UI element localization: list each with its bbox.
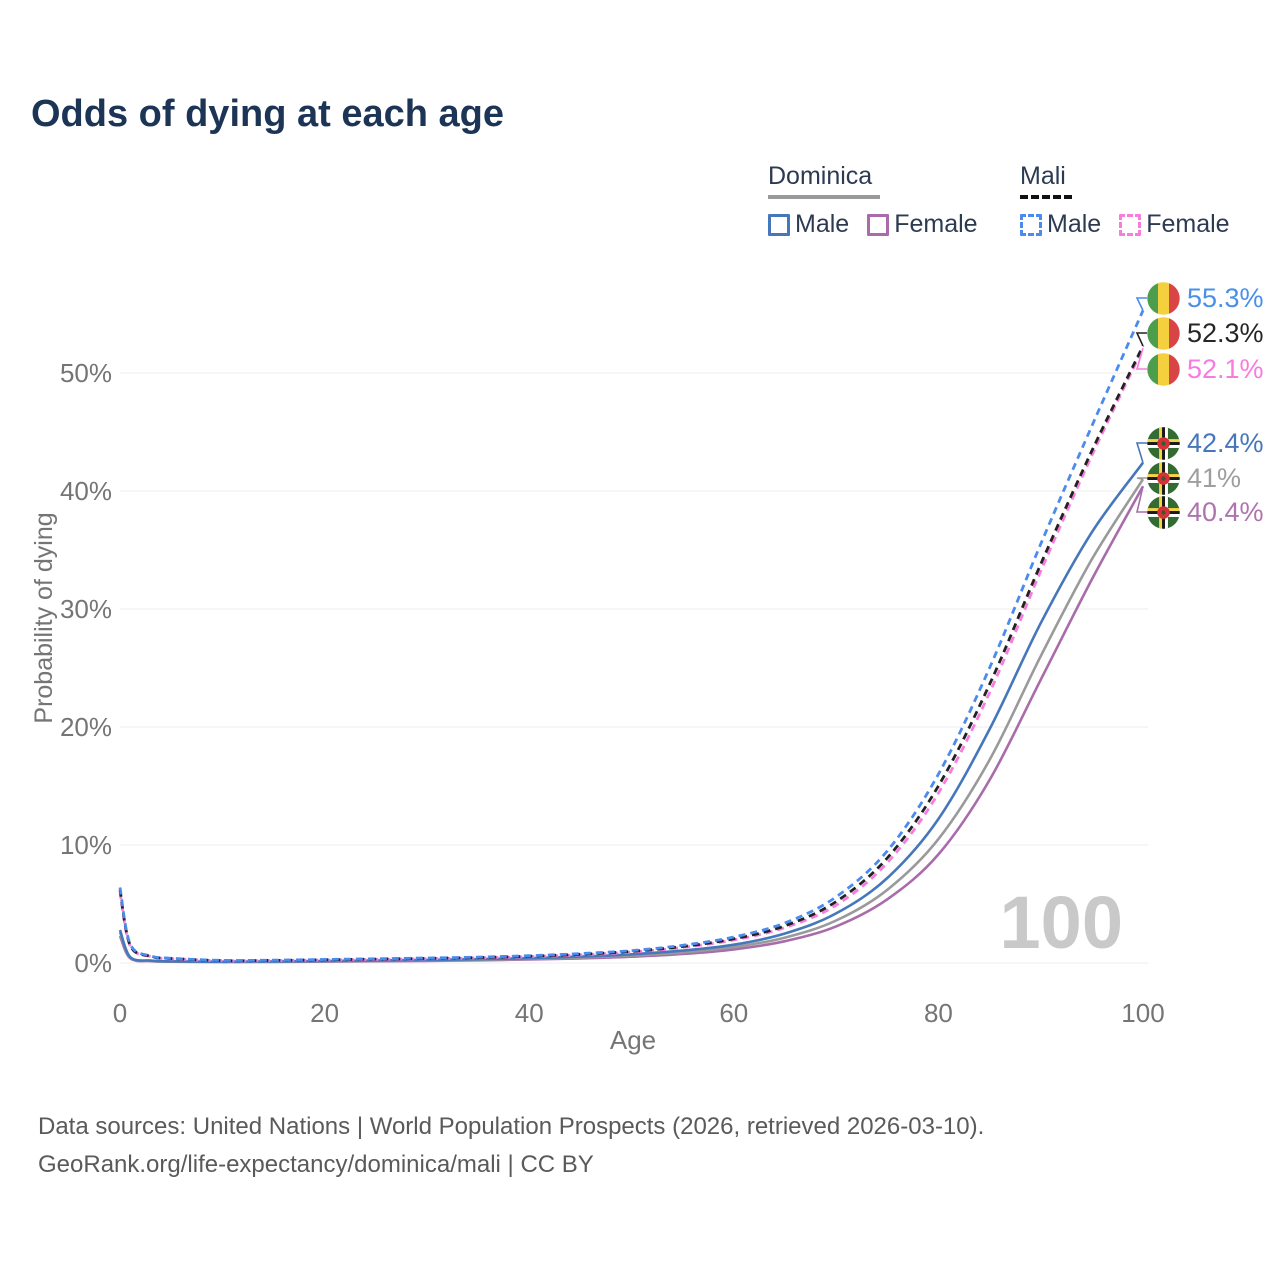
connector-mali-female	[1135, 347, 1147, 370]
connector-dominica	[1136, 477, 1147, 480]
x-axis-title: Age	[610, 1025, 656, 1055]
legend-group-mali[interactable]: Mali Male Female	[1020, 162, 1230, 239]
footer-note: Data sources: United Nations | World Pop…	[38, 1108, 984, 1184]
end-label-value: 41%	[1187, 462, 1242, 493]
end-label-value: 40.4%	[1187, 496, 1264, 527]
line-mali-female[interactable]	[118, 347, 1145, 963]
solid-square-swatch-icon	[867, 213, 890, 236]
line-dominica-male[interactable]	[118, 461, 1145, 964]
end-label-mali-female[interactable]: 52.1%	[1147, 352, 1264, 386]
legend-item-dominica-female[interactable]: Female	[867, 210, 978, 239]
legend-group-dominica[interactable]: Dominica Male Female	[768, 162, 978, 239]
line-dominica[interactable]	[118, 478, 1145, 964]
legend-country-label[interactable]: Mali	[1020, 162, 1066, 190]
end-label-dominica-male[interactable]: 42.4%	[1147, 426, 1264, 460]
dashed-square-swatch-icon	[1119, 213, 1142, 236]
end-label-value: 52.3%	[1187, 317, 1264, 348]
attribution-line: GeoRank.org/life-expectancy/dominica/mal…	[38, 1151, 594, 1178]
y-tick-label: 20%	[60, 712, 112, 742]
legend-item-label: Male	[795, 210, 850, 238]
end-label-dominica[interactable]: 41%	[1147, 461, 1241, 495]
legend-item-label: Female	[1146, 210, 1230, 238]
data-sources-line: Data sources: United Nations | World Pop…	[38, 1113, 985, 1140]
end-label-value: 42.4%	[1187, 427, 1264, 458]
x-tick-label: 20	[310, 998, 339, 1028]
y-tick-label: 40%	[60, 476, 112, 506]
end-label-dominica-female[interactable]: 40.4%	[1147, 495, 1264, 529]
y-tick-label: 10%	[60, 830, 112, 860]
y-tick-label: 0%	[74, 948, 112, 978]
end-label-mali[interactable]: 52.3%	[1147, 316, 1264, 350]
connector-dominica-male	[1135, 442, 1147, 463]
y-tick-label: 50%	[60, 358, 112, 388]
line-dominica-female[interactable]	[118, 485, 1145, 964]
dominica-flag-icon	[1147, 426, 1180, 460]
line-mali-male[interactable]	[118, 309, 1145, 962]
mali-flag-icon	[1147, 352, 1180, 386]
x-tick-label: 40	[515, 998, 544, 1028]
legend-line-sample-solid	[768, 195, 880, 199]
end-label-mali-male[interactable]: 55.3%	[1147, 281, 1264, 315]
gridlines	[120, 372, 1148, 964]
legend-line-sample-dashed	[1020, 195, 1072, 199]
solid-square-swatch-icon	[768, 213, 790, 236]
y-axis-title: Probability of dying	[30, 512, 58, 723]
connector-mali	[1135, 332, 1147, 347]
x-tick-label: 0	[113, 998, 127, 1028]
end-label-value: 55.3%	[1187, 282, 1264, 313]
y-tick-label: 30%	[60, 594, 112, 624]
legend-item-dominica-male[interactable]: Male	[768, 210, 849, 239]
legend-item-mali-female[interactable]: Female	[1119, 210, 1230, 239]
x-tick-label: 60	[719, 998, 748, 1028]
axis-ticks: 0% 10% 20% 30% 40% 50% 0 20 40 60 80 100	[60, 358, 1165, 1028]
mali-flag-icon	[1147, 316, 1180, 350]
legend-item-label: Male	[1047, 210, 1102, 238]
dashed-square-swatch-icon	[1020, 213, 1042, 236]
x-tick-label: 100	[1121, 998, 1164, 1028]
connector-mali-male	[1135, 297, 1147, 311]
legend-item-mali-male[interactable]: Male	[1020, 210, 1101, 239]
legend-item-label: Female	[894, 210, 978, 238]
legend-country-label[interactable]: Dominica	[768, 162, 873, 190]
connector-dominica-female	[1135, 486, 1147, 513]
x-tick-label: 80	[924, 998, 953, 1028]
mali-flag-icon	[1147, 281, 1180, 315]
dominica-flag-icon	[1147, 461, 1180, 495]
dominica-flag-icon	[1147, 495, 1180, 529]
line-mali[interactable]	[118, 345, 1145, 963]
page-title: Odds of dying at each age	[31, 93, 504, 135]
age-watermark: 100	[1000, 881, 1123, 964]
end-label-value: 52.1%	[1187, 353, 1264, 384]
